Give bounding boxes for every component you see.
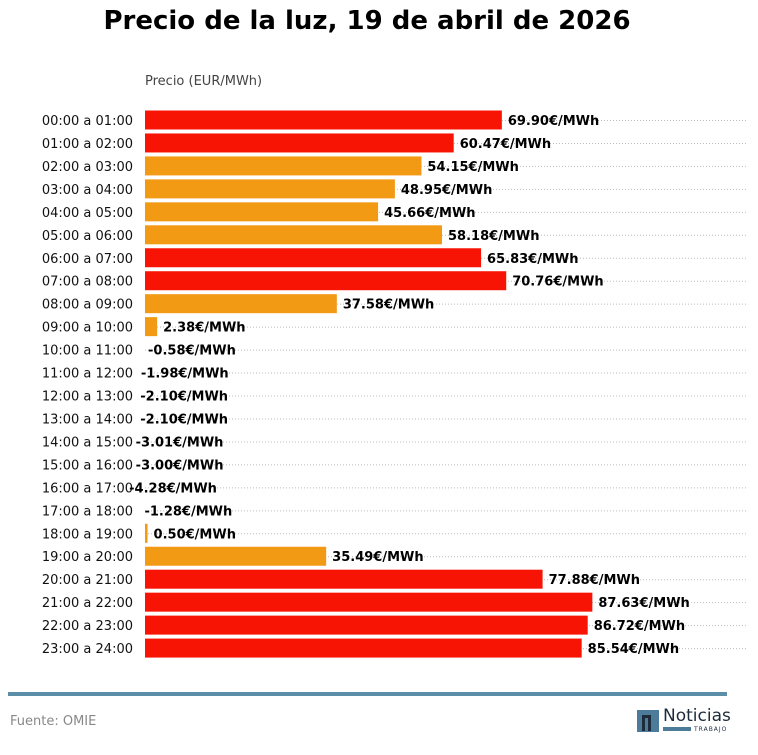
tick-label: 13:00 a 14:00 xyxy=(42,412,133,427)
bar xyxy=(145,110,502,130)
tick-label: 21:00 a 22:00 xyxy=(42,596,133,611)
data-label: 37.58€/MWh xyxy=(343,298,434,313)
bar xyxy=(145,202,379,222)
tick-label: 06:00 a 07:00 xyxy=(42,252,133,267)
tick-label: 07:00 a 08:00 xyxy=(42,275,133,290)
bar xyxy=(145,523,148,543)
tick-label: 03:00 a 04:00 xyxy=(42,183,133,198)
tick-label: 10:00 a 11:00 xyxy=(42,344,133,359)
tick-label: 09:00 a 10:00 xyxy=(42,321,133,336)
data-label: 2.38€/MWh xyxy=(163,321,245,336)
data-label: 58.18€/MWh xyxy=(448,229,539,244)
bar xyxy=(145,592,593,612)
data-label: 0.50€/MWh xyxy=(154,527,236,542)
data-label: 60.47€/MWh xyxy=(460,137,551,152)
chart-title: Precio de la luz, 19 de abril de 2026 xyxy=(103,6,631,36)
data-label: 69.90€/MWh xyxy=(508,114,599,129)
tick-label: 05:00 a 06:00 xyxy=(42,229,133,244)
data-label: -2.10€/MWh xyxy=(140,390,228,405)
tick-label: 12:00 a 13:00 xyxy=(42,390,133,405)
data-label: 70.76€/MWh xyxy=(512,275,603,290)
data-label: -1.28€/MWh xyxy=(144,504,232,519)
bar xyxy=(145,317,158,337)
bar xyxy=(145,156,422,176)
bar xyxy=(145,179,395,199)
tick-label: 01:00 a 02:00 xyxy=(42,137,133,152)
bar xyxy=(145,225,443,245)
tick-label: 00:00 a 01:00 xyxy=(42,114,133,129)
data-label: -3.00€/MWh xyxy=(136,458,224,473)
data-label: -4.28€/MWh xyxy=(129,481,217,496)
tick-label: 22:00 a 23:00 xyxy=(42,619,133,634)
bar xyxy=(145,638,582,658)
data-label: 87.63€/MWh xyxy=(598,596,689,611)
noticias-trabajo-logo: Noticias TRABAJO xyxy=(637,706,731,736)
bar xyxy=(145,569,543,589)
bar xyxy=(145,294,337,314)
tick-label: 16:00 a 17:00 xyxy=(42,481,133,496)
bar xyxy=(145,271,507,291)
tick-label: 08:00 a 09:00 xyxy=(42,298,133,313)
bar xyxy=(145,615,588,635)
tick-label: 23:00 a 24:00 xyxy=(42,642,133,657)
footer-divider xyxy=(8,692,727,696)
tick-label: 04:00 a 05:00 xyxy=(42,206,133,221)
data-label: -2.10€/MWh xyxy=(140,412,228,427)
tick-label: 17:00 a 18:00 xyxy=(42,504,133,519)
data-label: -3.01€/MWh xyxy=(136,435,224,450)
source-text: Fuente: OMIE xyxy=(10,714,97,729)
data-label: 48.95€/MWh xyxy=(401,183,492,198)
axis-label: Precio (EUR/MWh) xyxy=(145,74,263,89)
bar xyxy=(145,248,482,268)
bar xyxy=(145,546,327,566)
tick-label: 14:00 a 15:00 xyxy=(42,435,133,450)
tick-label: 02:00 a 03:00 xyxy=(42,160,133,175)
bar xyxy=(145,133,454,153)
plot-area: 00:00 a 01:00 69.90€/MWh 01:00 a 02:00 60.4… xyxy=(42,110,748,658)
data-label: 35.49€/MWh xyxy=(332,550,423,565)
data-label: 54.15€/MWh xyxy=(427,160,518,175)
data-label: -1.98€/MWh xyxy=(141,367,229,382)
tick-label: 11:00 a 12:00 xyxy=(42,367,133,382)
data-label: -0.58€/MWh xyxy=(148,344,236,359)
tick-label: 20:00 a 21:00 xyxy=(42,573,133,588)
tick-label: 15:00 a 16:00 xyxy=(42,458,133,473)
data-label: 86.72€/MWh xyxy=(594,619,685,634)
tick-label: 18:00 a 19:00 xyxy=(42,527,133,542)
tick-label: 19:00 a 20:00 xyxy=(42,550,133,565)
data-label: 85.54€/MWh xyxy=(588,642,679,657)
data-label: 45.66€/MWh xyxy=(384,206,475,221)
data-label: 77.88€/MWh xyxy=(549,573,640,588)
data-label: 65.83€/MWh xyxy=(487,252,578,267)
